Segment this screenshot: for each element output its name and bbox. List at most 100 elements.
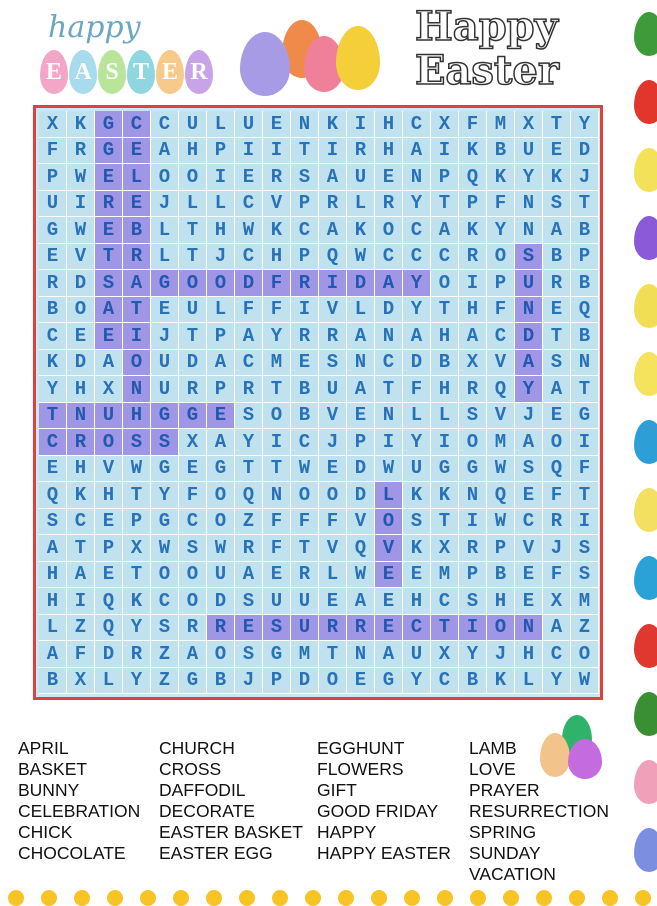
grid-cell[interactable]: C <box>235 243 263 270</box>
grid-cell[interactable]: E <box>95 323 123 350</box>
grid-cell[interactable]: G <box>459 455 487 482</box>
grid-cell[interactable]: B <box>207 667 235 694</box>
grid-cell[interactable]: R <box>319 323 347 350</box>
grid-cell[interactable]: C <box>67 508 95 535</box>
grid-cell[interactable]: I <box>459 270 487 297</box>
grid-cell[interactable]: D <box>291 667 319 694</box>
grid-cell[interactable]: L <box>515 667 543 694</box>
grid-cell[interactable]: K <box>67 111 95 138</box>
grid-cell[interactable]: D <box>403 349 431 376</box>
grid-cell[interactable]: I <box>431 137 459 164</box>
grid-cell[interactable]: Y <box>571 111 599 138</box>
grid-cell[interactable]: P <box>487 270 515 297</box>
grid-cell[interactable]: V <box>375 535 403 562</box>
grid-cell[interactable]: F <box>487 190 515 217</box>
grid-cell[interactable]: D <box>207 588 235 615</box>
grid-cell[interactable]: V <box>487 349 515 376</box>
grid-cell[interactable]: E <box>179 455 207 482</box>
grid-cell[interactable]: C <box>179 508 207 535</box>
grid-cell[interactable]: R <box>291 561 319 588</box>
grid-cell[interactable]: Y <box>515 164 543 191</box>
grid-cell[interactable]: H <box>207 217 235 244</box>
grid-cell[interactable]: C <box>431 243 459 270</box>
grid-cell[interactable]: K <box>459 137 487 164</box>
grid-cell[interactable]: T <box>291 535 319 562</box>
grid-cell[interactable]: I <box>319 270 347 297</box>
grid-cell[interactable]: G <box>151 455 179 482</box>
grid-cell[interactable]: K <box>431 482 459 509</box>
grid-cell[interactable]: F <box>67 641 95 668</box>
grid-cell[interactable]: L <box>151 243 179 270</box>
grid-cell[interactable]: H <box>431 323 459 350</box>
grid-cell[interactable]: X <box>95 376 123 403</box>
grid-cell[interactable]: S <box>263 614 291 641</box>
grid-cell[interactable]: N <box>375 402 403 429</box>
grid-cell[interactable]: V <box>95 455 123 482</box>
grid-cell[interactable]: E <box>347 402 375 429</box>
grid-cell[interactable]: H <box>39 588 67 615</box>
grid-cell[interactable]: X <box>431 535 459 562</box>
grid-cell[interactable]: J <box>543 535 571 562</box>
grid-cell[interactable]: R <box>235 376 263 403</box>
grid-cell[interactable]: H <box>263 243 291 270</box>
grid-cell[interactable]: K <box>67 482 95 509</box>
grid-cell[interactable]: C <box>403 111 431 138</box>
grid-cell[interactable]: P <box>39 164 67 191</box>
grid-cell[interactable]: O <box>179 164 207 191</box>
grid-cell[interactable]: H <box>95 482 123 509</box>
grid-cell[interactable]: F <box>263 296 291 323</box>
grid-cell[interactable]: U <box>151 349 179 376</box>
grid-cell[interactable]: R <box>319 614 347 641</box>
grid-cell[interactable]: T <box>319 641 347 668</box>
grid-cell[interactable]: A <box>207 429 235 456</box>
grid-cell[interactable]: I <box>459 508 487 535</box>
grid-cell[interactable]: Y <box>39 376 67 403</box>
grid-cell[interactable]: B <box>39 296 67 323</box>
grid-cell[interactable]: F <box>263 535 291 562</box>
grid-cell[interactable]: O <box>319 482 347 509</box>
grid-cell[interactable]: S <box>151 614 179 641</box>
grid-cell[interactable]: W <box>207 535 235 562</box>
grid-cell[interactable]: O <box>151 561 179 588</box>
grid-cell[interactable]: G <box>207 455 235 482</box>
grid-cell[interactable]: P <box>291 190 319 217</box>
grid-cell[interactable]: P <box>95 535 123 562</box>
grid-cell[interactable]: D <box>347 455 375 482</box>
grid-cell[interactable]: F <box>571 455 599 482</box>
grid-cell[interactable]: X <box>39 111 67 138</box>
grid-cell[interactable]: R <box>263 164 291 191</box>
grid-cell[interactable]: T <box>123 482 151 509</box>
grid-cell[interactable]: G <box>179 402 207 429</box>
grid-cell[interactable]: C <box>403 243 431 270</box>
grid-cell[interactable]: T <box>291 137 319 164</box>
grid-cell[interactable]: H <box>375 137 403 164</box>
grid-cell[interactable]: E <box>347 667 375 694</box>
grid-cell[interactable]: S <box>95 270 123 297</box>
grid-cell[interactable]: O <box>375 217 403 244</box>
grid-cell[interactable]: P <box>123 508 151 535</box>
grid-cell[interactable]: P <box>207 137 235 164</box>
grid-cell[interactable]: H <box>487 588 515 615</box>
grid-cell[interactable]: V <box>319 296 347 323</box>
grid-cell[interactable]: J <box>207 243 235 270</box>
grid-cell[interactable]: Q <box>95 588 123 615</box>
grid-cell[interactable]: R <box>459 535 487 562</box>
grid-cell[interactable]: G <box>571 402 599 429</box>
grid-cell[interactable]: Q <box>571 296 599 323</box>
grid-cell[interactable]: G <box>151 508 179 535</box>
grid-cell[interactable]: F <box>487 296 515 323</box>
grid-cell[interactable]: X <box>459 349 487 376</box>
grid-cell[interactable]: C <box>403 217 431 244</box>
grid-cell[interactable]: S <box>235 402 263 429</box>
grid-cell[interactable]: V <box>263 190 291 217</box>
grid-cell[interactable]: H <box>515 641 543 668</box>
grid-cell[interactable]: E <box>39 243 67 270</box>
grid-cell[interactable]: U <box>515 137 543 164</box>
grid-cell[interactable]: H <box>179 137 207 164</box>
grid-cell[interactable]: N <box>571 349 599 376</box>
grid-cell[interactable]: T <box>123 296 151 323</box>
grid-cell[interactable]: E <box>207 402 235 429</box>
grid-cell[interactable]: D <box>95 641 123 668</box>
grid-cell[interactable]: S <box>543 190 571 217</box>
grid-cell[interactable]: F <box>403 376 431 403</box>
